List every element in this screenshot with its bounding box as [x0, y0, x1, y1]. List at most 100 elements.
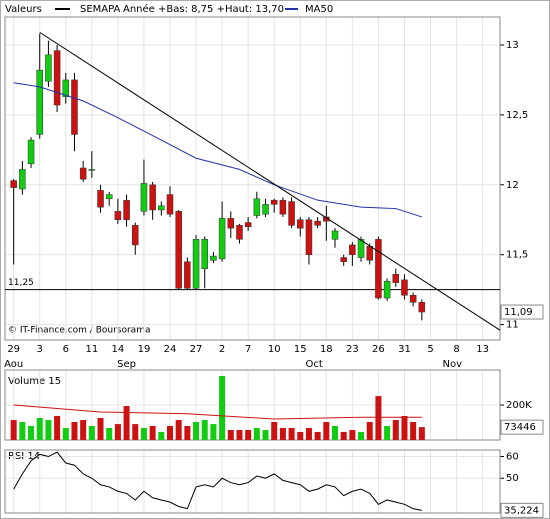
volume-bar [253, 427, 260, 440]
x-tick-label: 15 [294, 344, 307, 355]
last-value-box [500, 502, 544, 518]
candle-body [79, 167, 87, 180]
legend-label: MA50 [305, 4, 333, 15]
volume-bar [358, 431, 365, 440]
candle-body [210, 255, 217, 261]
candle-body [288, 201, 295, 226]
x-tick-label: 31 [398, 344, 411, 355]
candle-body [418, 301, 426, 313]
volume-bar [375, 396, 382, 440]
volume-bar [410, 421, 417, 440]
candle-body [114, 211, 122, 220]
candle-body [218, 218, 226, 260]
source: © IT-Finance.com / Boursorama [8, 326, 150, 336]
month-label: Nov [442, 359, 462, 370]
volume-ma-line [13, 404, 422, 420]
volume-bar [123, 406, 130, 440]
x-tick-label: 27 [190, 344, 203, 355]
volume-bar [54, 416, 61, 440]
volume-bar [323, 421, 330, 440]
candle-body [244, 222, 252, 227]
candle-body [105, 194, 113, 200]
volume-bar [418, 427, 425, 440]
volume-bar [366, 421, 373, 440]
candle-body [192, 239, 200, 289]
x-tick-label: 18 [320, 344, 333, 355]
last-value-box [500, 304, 544, 320]
volume-bar [158, 431, 165, 440]
x-tick-label: 13 [476, 344, 489, 355]
volume-bar [279, 427, 286, 440]
candle-body [166, 194, 174, 215]
volume-bar [262, 430, 269, 440]
volume-bar [340, 431, 347, 440]
volume-bar [97, 417, 104, 440]
volume-bar [71, 421, 78, 440]
volume-bar [219, 375, 226, 440]
volume-bar [88, 426, 95, 440]
ma-line [13, 82, 422, 218]
candle-body [253, 198, 261, 216]
volume-bar [271, 421, 278, 440]
x-tick-label: 8 [453, 344, 459, 355]
y-tick-label: 60 [506, 452, 519, 463]
candle-body [184, 261, 191, 289]
candle-body [314, 220, 321, 226]
x-tick-label: 3 [37, 344, 43, 355]
volume-bar [114, 424, 121, 440]
panel-frame [4, 369, 501, 441]
volume-bar [28, 426, 35, 440]
volume-bar [62, 427, 69, 440]
candle-body [297, 219, 304, 229]
candle-body [357, 239, 365, 258]
volume-bar [132, 424, 139, 440]
x-tick-label: 5 [427, 344, 433, 355]
volume-bar [80, 420, 87, 440]
candle-body [366, 246, 373, 261]
header-left: Valeurs [5, 4, 42, 15]
volume-bar [36, 417, 43, 440]
last-value-label: 35,224 [504, 505, 539, 516]
y-tick-label: 200K [506, 400, 532, 411]
trend-line [39, 31, 501, 331]
volume-bar [19, 421, 26, 440]
y-tick-label: 50 [506, 473, 519, 484]
volume-bar [210, 424, 217, 440]
x-tick-label: 24 [164, 344, 177, 355]
candle-body [123, 199, 130, 220]
candle-body [62, 79, 70, 97]
volume-bar [45, 420, 52, 440]
volume-bar [314, 431, 321, 440]
candle-body [140, 183, 148, 212]
volume-bar [193, 421, 200, 440]
x-tick-label: 19 [138, 344, 151, 355]
candle-body [175, 211, 182, 289]
y-tick-label: 11 [506, 320, 519, 331]
x-tick-label: 6 [63, 344, 69, 355]
volume-bar [10, 420, 17, 440]
volume-bar [401, 416, 408, 440]
volume-bar [167, 426, 173, 440]
level-label: 11,25 [8, 278, 34, 288]
volume-bar [149, 426, 156, 440]
volume-bar [305, 427, 312, 440]
candle-body [340, 257, 347, 262]
y-tick-label: 13 [506, 40, 519, 51]
volume-bar [227, 430, 234, 440]
candle-body [262, 204, 269, 215]
candle-body [392, 274, 400, 283]
candle-body [383, 281, 391, 299]
rsi-line [13, 451, 422, 511]
volume-bar [201, 420, 208, 440]
x-tick-label: 29 [7, 344, 20, 355]
y-tick-label: 12 [506, 180, 519, 191]
candle-body [201, 239, 208, 269]
candle-body [305, 219, 313, 255]
y-tick-label: 11,5 [506, 250, 528, 261]
volume-bar [349, 430, 356, 440]
last-value-label: 11,09 [504, 307, 533, 318]
candle-body [349, 244, 356, 255]
y-tick-label: 12,5 [506, 110, 528, 121]
x-tick-label: 14 [112, 344, 125, 355]
